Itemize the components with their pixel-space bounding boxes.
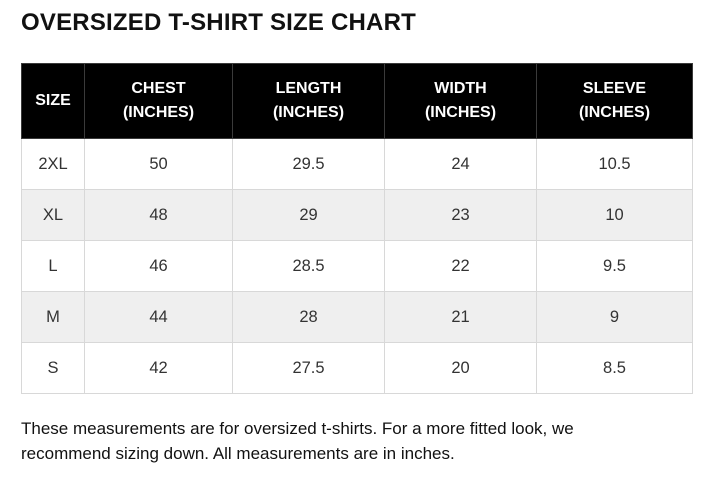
cell-length: 27.5	[232, 342, 385, 394]
cell-width: 22	[384, 240, 537, 292]
cell-chest: 44	[84, 291, 233, 343]
header-label: CHEST	[131, 80, 186, 97]
header-label: SLEEVE	[582, 80, 647, 97]
table-row: L 46 28.5 22 9.5	[21, 240, 693, 292]
cell-sleeve: 9.5	[536, 240, 693, 292]
cell-sleeve: 10	[536, 189, 693, 241]
header-width: WIDTH (INCHES)	[384, 63, 537, 139]
cell-chest: 50	[84, 138, 233, 190]
header-label: SIZE	[35, 92, 71, 109]
header-length: LENGTH (INCHES)	[232, 63, 385, 139]
header-sleeve: SLEEVE (INCHES)	[536, 63, 693, 139]
cell-length: 28.5	[232, 240, 385, 292]
page-title: OVERSIZED T-SHIRT SIZE CHART	[21, 9, 416, 36]
table-header-row: SIZE CHEST (INCHES) LENGTH (INCHES) WIDT…	[21, 63, 693, 139]
cell-size: L	[21, 240, 85, 292]
cell-chest: 42	[84, 342, 233, 394]
cell-sleeve: 8.5	[536, 342, 693, 394]
cell-width: 24	[384, 138, 537, 190]
table-row: M 44 28 21 9	[21, 291, 693, 343]
cell-width: 21	[384, 291, 537, 343]
cell-length: 29.5	[232, 138, 385, 190]
size-chart-table: SIZE CHEST (INCHES) LENGTH (INCHES) WIDT…	[21, 63, 693, 394]
table-row: XL 48 29 23 10	[21, 189, 693, 241]
cell-size: S	[21, 342, 85, 394]
cell-chest: 46	[84, 240, 233, 292]
header-label: LENGTH	[275, 80, 342, 97]
header-unit: (INCHES)	[272, 104, 345, 121]
cell-width: 20	[384, 342, 537, 394]
cell-size: XL	[21, 189, 85, 241]
cell-sleeve: 9	[536, 291, 693, 343]
cell-size: M	[21, 291, 85, 343]
sizing-note: These measurements are for oversized t-s…	[21, 419, 574, 463]
header-unit: (INCHES)	[578, 104, 651, 121]
header-unit: (INCHES)	[424, 104, 497, 121]
table-row: 2XL 50 29.5 24 10.5	[21, 138, 693, 190]
header-chest: CHEST (INCHES)	[84, 63, 233, 139]
table-row: S 42 27.5 20 8.5	[21, 342, 693, 394]
cell-chest: 48	[84, 189, 233, 241]
cell-sleeve: 10.5	[536, 138, 693, 190]
cell-length: 28	[232, 291, 385, 343]
cell-width: 23	[384, 189, 537, 241]
cell-size: 2XL	[21, 138, 85, 190]
header-label: WIDTH	[434, 80, 487, 97]
header-unit: (INCHES)	[122, 104, 195, 121]
header-size: SIZE	[21, 63, 85, 139]
cell-length: 29	[232, 189, 385, 241]
